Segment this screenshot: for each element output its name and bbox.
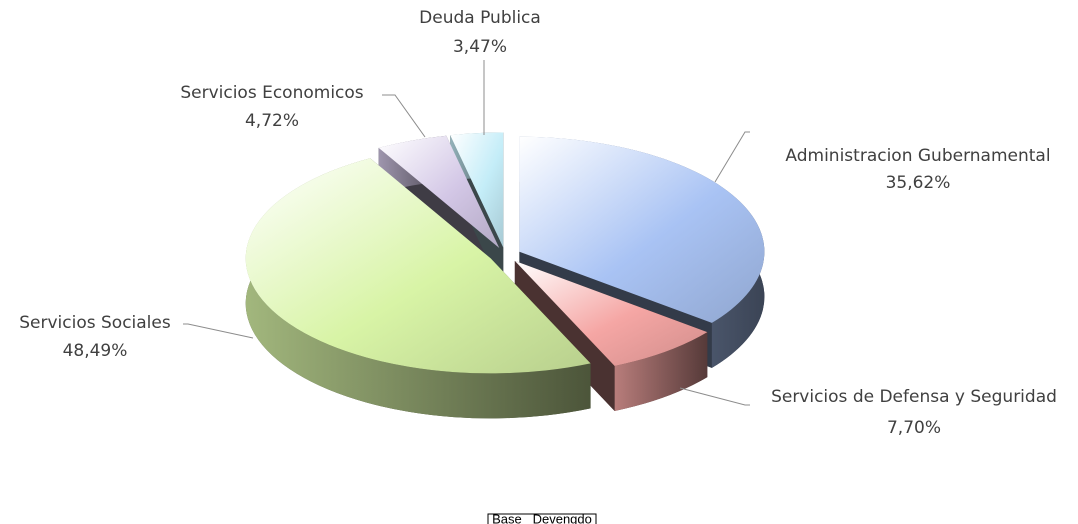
value-label: 3,47%	[453, 37, 507, 57]
leader-line	[714, 131, 750, 183]
leader-line	[183, 323, 254, 339]
value-label: 7,70%	[887, 418, 941, 438]
value-label: 4,72%	[245, 111, 299, 131]
leader-line	[382, 94, 426, 138]
annotation: Base Devengdo	[492, 511, 592, 524]
slice-side	[245, 158, 591, 419]
slice	[450, 132, 504, 248]
slice-label: Administracion Gubernamental	[785, 146, 1050, 166]
slice	[519, 136, 765, 323]
annotation-box	[487, 513, 597, 524]
slice-label: Deuda Publica	[419, 8, 541, 28]
slice-label: Servicios Economicos	[180, 83, 363, 103]
value-label: 35,62%	[886, 173, 951, 193]
slice	[514, 260, 708, 366]
slice-label: Servicios de Defensa y Seguridad	[771, 387, 1057, 407]
value-label: 48,49%	[63, 341, 128, 361]
slice	[245, 158, 591, 374]
leader-line	[679, 387, 750, 406]
slice-side	[614, 332, 708, 411]
slice	[378, 135, 500, 248]
slice-label: Servicios Sociales	[19, 313, 171, 333]
layer	[245, 132, 765, 374]
